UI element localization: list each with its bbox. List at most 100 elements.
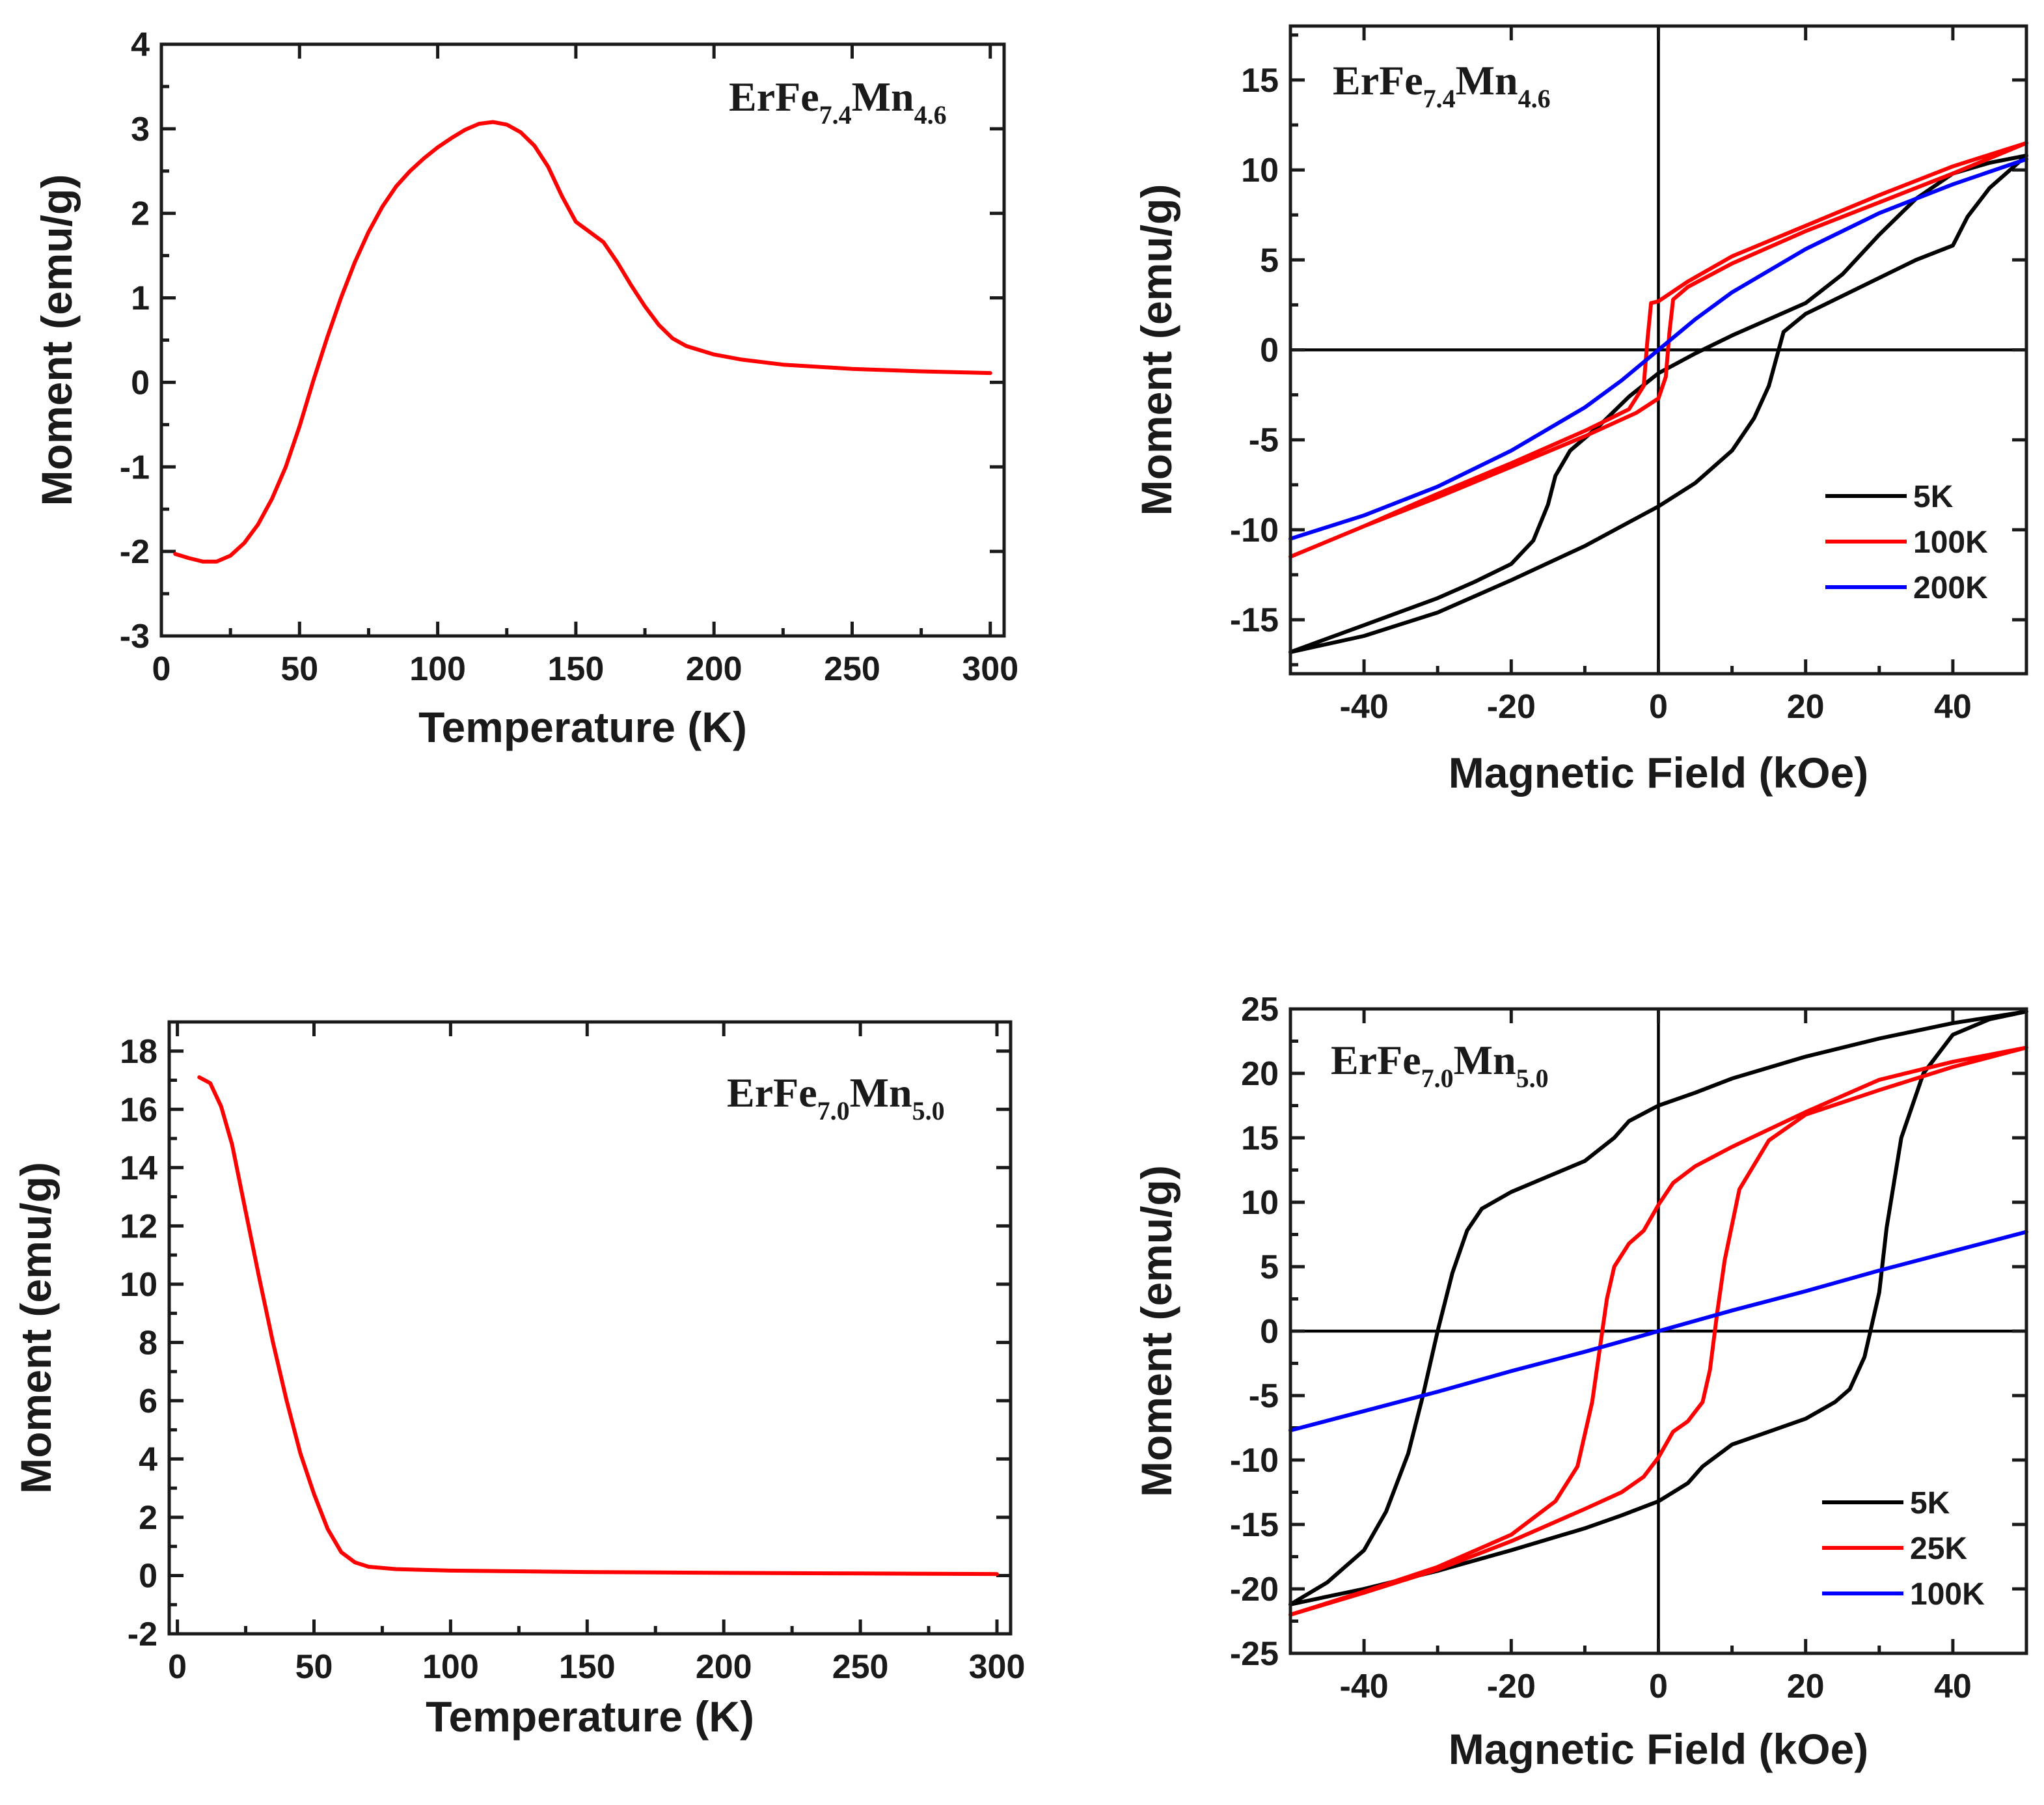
- series-line-100k: [1288, 1230, 2028, 1433]
- x-tick-label: 20: [1787, 1668, 1825, 1705]
- legend-label: 5K: [1913, 480, 1954, 514]
- y-tick-label: -2: [120, 533, 150, 571]
- y-tick-label: -1: [120, 448, 150, 486]
- annotation-subscript: 5.0: [1516, 1064, 1549, 1093]
- annotation-subscript: 4.6: [1518, 84, 1551, 113]
- y-tick-label: 5: [1260, 1248, 1279, 1286]
- x-axis-label: Temperature (K): [418, 703, 747, 751]
- y-tick-label: 6: [139, 1383, 157, 1420]
- y-axis-label: Moment (emu/g): [1132, 1165, 1180, 1497]
- annotation-subscript: 7.4: [1423, 84, 1456, 113]
- series-line-mt: [197, 1075, 999, 1577]
- y-tick-label: -25: [1230, 1635, 1279, 1673]
- y-tick-label: 2: [131, 195, 150, 233]
- compound-annotation: ErFe7.4Mn4.6: [729, 74, 947, 130]
- x-tick-label: 100: [422, 1648, 479, 1686]
- x-tick-label: 250: [832, 1648, 889, 1686]
- x-tick-label: 150: [559, 1648, 616, 1686]
- y-axis-label: Moment (emu/g): [1132, 184, 1180, 516]
- y-tick-label: 18: [120, 1033, 157, 1071]
- y-tick-label: 10: [1241, 152, 1279, 189]
- legend-label: 200K: [1913, 571, 1988, 605]
- x-tick-label: 0: [152, 650, 171, 688]
- y-tick-label: 1: [131, 280, 150, 318]
- annotation-subscript: 4.6: [914, 100, 947, 130]
- y-tick-label: 0: [1260, 1313, 1279, 1351]
- y-tick-label: -10: [1230, 1442, 1279, 1480]
- annotation-text: ErFe: [727, 1069, 817, 1116]
- x-axis-label: Magnetic Field (kOe): [1449, 749, 1868, 797]
- x-tick-label: -40: [1340, 1668, 1389, 1705]
- annotation-subscript: 7.0: [817, 1096, 850, 1125]
- compound-annotation: ErFe7.4Mn4.6: [1333, 57, 1551, 113]
- plot-frame: [1288, 1007, 2028, 1655]
- y-tick-label: 10: [1241, 1184, 1279, 1222]
- x-tick-label: 100: [409, 650, 466, 688]
- y-tick-label: 25: [1241, 991, 1279, 1028]
- panel-c-temperature-moment-chart: 0 50 100 150 200 250 300 -2 0 2 4 6 8 10 12 14 16 18 Tempe…: [12, 1020, 1026, 1741]
- x-tick-label: 50: [295, 1648, 333, 1686]
- x-tick-label: 250: [824, 650, 880, 688]
- annotation-subscript: 5.0: [912, 1096, 945, 1125]
- annotation-text: ErFe: [1333, 57, 1423, 103]
- y-tick-label: -5: [1249, 422, 1279, 460]
- x-axis-label: Magnetic Field (kOe): [1449, 1725, 1868, 1773]
- annotation-text: Mn: [850, 1069, 912, 1116]
- y-tick-label: 2: [139, 1499, 157, 1537]
- y-tick-label: 5: [1260, 241, 1279, 279]
- x-tick-label: 200: [686, 650, 743, 688]
- y-tick-label: 3: [131, 111, 150, 148]
- series-line-200k: [1288, 157, 2028, 541]
- y-tick-label: 16: [120, 1091, 157, 1129]
- y-tick-label: 0: [131, 364, 150, 402]
- y-tick-label: 10: [120, 1266, 157, 1304]
- y-tick-label: 0: [1260, 332, 1279, 370]
- y-tick-label: 14: [120, 1150, 157, 1187]
- annotation-text: Mn: [1454, 1037, 1516, 1083]
- y-axis-label: Moment (emu/g): [33, 174, 81, 506]
- x-tick-label: -40: [1340, 688, 1389, 726]
- y-tick-label: 0: [139, 1557, 157, 1595]
- y-axis-label: Moment (emu/g): [12, 1162, 60, 1494]
- x-tick-label: 50: [280, 650, 318, 688]
- series-line-mt: [173, 120, 992, 564]
- x-axis-label: Temperature (K): [426, 1692, 754, 1741]
- x-tick-label: 40: [1934, 1668, 1972, 1705]
- annotation-text: Mn: [852, 74, 914, 120]
- legend-label: 100K: [1910, 1577, 1985, 1612]
- plot-frame: [167, 1020, 1013, 1636]
- y-tick-label: -15: [1230, 1506, 1279, 1544]
- x-tick-label: 20: [1787, 688, 1825, 726]
- y-tick-label: -10: [1230, 512, 1279, 549]
- y-tick-label: 15: [1241, 62, 1279, 100]
- plot-frame: [1288, 24, 2028, 676]
- x-tick-label: 0: [1649, 688, 1668, 726]
- y-tick-label: 20: [1241, 1055, 1279, 1093]
- legend-label: 25K: [1910, 1532, 1967, 1566]
- x-tick-label: 0: [1649, 1668, 1668, 1705]
- x-tick-label: -20: [1487, 688, 1536, 726]
- x-tick-label: 40: [1934, 688, 1972, 726]
- x-tick-label: -20: [1487, 1668, 1536, 1705]
- annotation-text: ErFe: [729, 74, 819, 120]
- legend-label: 100K: [1913, 525, 1988, 560]
- y-tick-label: -15: [1230, 601, 1279, 639]
- x-tick-label: 200: [696, 1648, 752, 1686]
- panel-a-temperature-moment-chart: 0 50 100 150 200 250 300 -3 -2 -1 0 1 2 3 4 Temperature…: [33, 26, 1018, 751]
- y-tick-label: 8: [139, 1324, 157, 1362]
- x-tick-label: 300: [969, 1648, 1026, 1686]
- x-tick-label: 300: [962, 650, 1018, 688]
- y-tick-label: 4: [131, 26, 150, 64]
- y-tick-label: 4: [139, 1440, 157, 1478]
- annotation-text: Mn: [1456, 57, 1518, 103]
- legend-label: 5K: [1910, 1486, 1950, 1521]
- annotation-subscript: 7.0: [1421, 1064, 1454, 1093]
- panel-b-hysteresis-chart: -40 -20 0 20 40 -15 -10 -5 0 5 10 15 Magnetic Field …: [1132, 24, 2028, 797]
- plot-frame: [159, 42, 1006, 638]
- y-tick-label: -20: [1230, 1571, 1279, 1608]
- x-tick-label: 0: [168, 1648, 187, 1686]
- y-tick-label: -2: [128, 1616, 157, 1653]
- annotation-subscript: 7.4: [819, 100, 852, 130]
